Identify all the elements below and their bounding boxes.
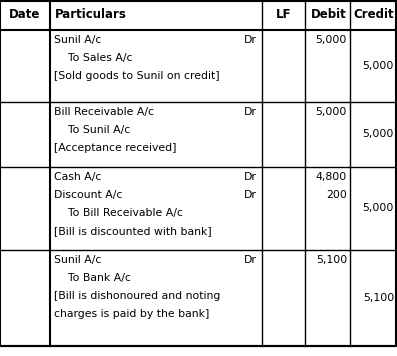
Text: 5,000: 5,000	[316, 107, 347, 117]
Text: To Bill Receivable A/c: To Bill Receivable A/c	[54, 208, 183, 218]
Text: Discount A/c: Discount A/c	[54, 190, 122, 200]
Text: Particulars: Particulars	[55, 9, 127, 21]
Text: To Sunil A/c: To Sunil A/c	[54, 125, 130, 135]
Text: 5,000: 5,000	[362, 204, 394, 214]
Text: Sunil A/c: Sunil A/c	[54, 255, 101, 265]
Text: Dr: Dr	[244, 190, 257, 200]
Text: Dr: Dr	[244, 35, 257, 45]
Text: Credit: Credit	[353, 9, 394, 21]
Text: Bill Receivable A/c: Bill Receivable A/c	[54, 107, 154, 117]
Text: 5,100: 5,100	[316, 255, 347, 265]
Text: [Bill is discounted with bank]: [Bill is discounted with bank]	[54, 226, 212, 236]
Text: LF: LF	[276, 9, 291, 21]
Text: 5,000: 5,000	[362, 130, 394, 140]
Text: Dr: Dr	[244, 172, 257, 182]
Text: 5,000: 5,000	[362, 61, 394, 71]
Text: 4,800: 4,800	[316, 172, 347, 182]
Text: [Bill is dishonoured and noting: [Bill is dishonoured and noting	[54, 291, 220, 301]
Text: 200: 200	[326, 190, 347, 200]
Text: Date: Date	[9, 9, 40, 21]
Text: Cash A/c: Cash A/c	[54, 172, 101, 182]
Text: Dr: Dr	[244, 255, 257, 265]
Text: Dr: Dr	[244, 107, 257, 117]
Text: To Sales A/c: To Sales A/c	[54, 53, 133, 63]
Text: 5,000: 5,000	[316, 35, 347, 45]
Text: charges is paid by the bank]: charges is paid by the bank]	[54, 309, 209, 319]
Text: To Bank A/c: To Bank A/c	[54, 273, 131, 283]
Text: 5,100: 5,100	[363, 293, 394, 303]
Text: [Acceptance received]: [Acceptance received]	[54, 143, 177, 153]
Text: Sunil A/c: Sunil A/c	[54, 35, 101, 45]
Text: [Sold goods to Sunil on credit]: [Sold goods to Sunil on credit]	[54, 71, 220, 81]
Text: Debit: Debit	[311, 9, 347, 21]
